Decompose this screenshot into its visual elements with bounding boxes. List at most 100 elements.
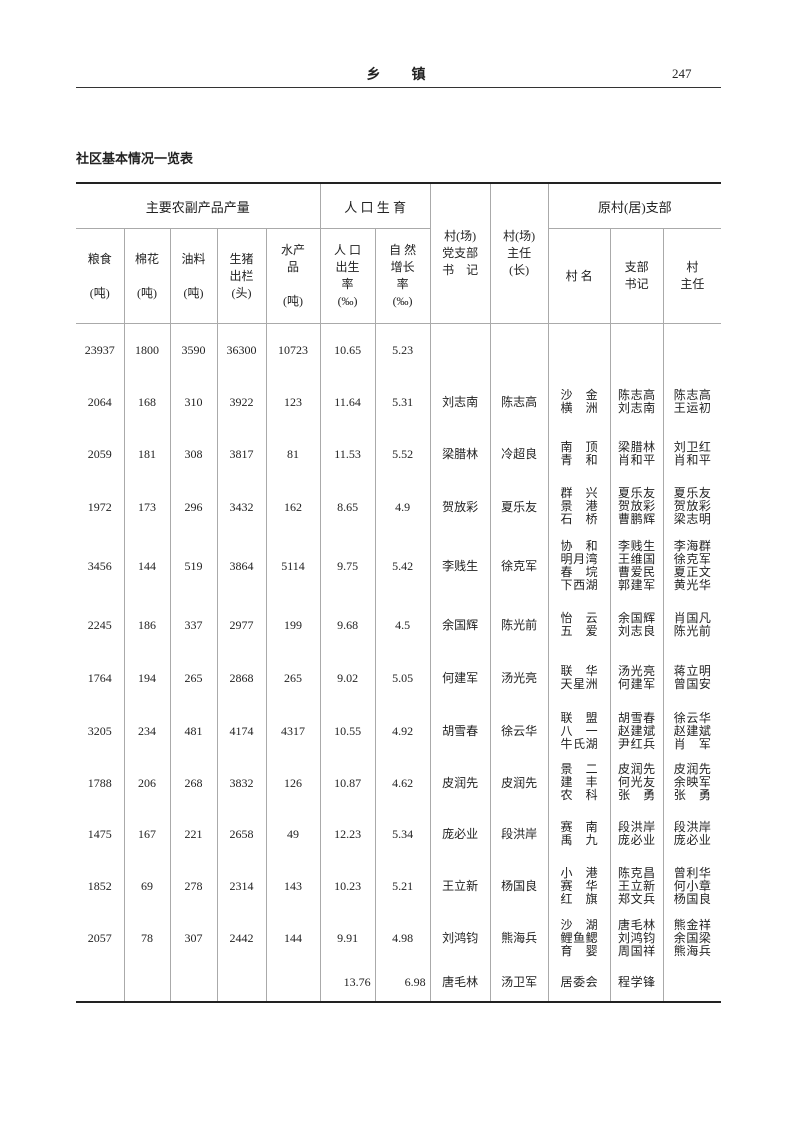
village-name: 怡云 (560, 610, 598, 625)
village-name: 禹九 (560, 832, 598, 847)
cell-director: 夏乐友 (489, 479, 549, 534)
cell-pigs: 2442 (216, 912, 266, 964)
cell-pigs: 2658 (216, 807, 266, 860)
cell-oil: 3590 (169, 323, 217, 376)
cell-cotton: 181 (123, 427, 170, 480)
branch-secretary: 陈克昌 (617, 865, 656, 880)
village-name: 五爱 (560, 623, 598, 638)
village-name: 鲤鱼鳃 (560, 930, 598, 945)
cell-birth-rate: 10.87 (319, 757, 376, 808)
cell-grain: 1475 (87, 826, 112, 841)
header-line: 率 (396, 277, 409, 291)
table-row: 3205 234 481 4174 4317 10.55 4.92 胡雪春 徐云华 联盟 八一 牛氏湖… (76, 704, 722, 758)
cell-village-chief: 皮润先 余映军 张勇 (662, 757, 722, 808)
cell-cotton: 234 (123, 704, 170, 758)
village-chief: 赵建斌 (673, 723, 711, 738)
cell-village-name: 协和 明月湾 春垸 下西湖 (547, 533, 611, 598)
cell-village-name: 小港 赛华 红旗 (547, 859, 611, 913)
cell-cotton: 1800 (123, 323, 170, 376)
village-name: 下西湖 (560, 577, 598, 592)
cell-grain: 2064 (87, 394, 112, 409)
cell-oil: 268 (169, 757, 217, 808)
village-chief: 夏正文 (673, 564, 711, 579)
header-line: 品 (287, 260, 300, 274)
header-line: 增长 (390, 260, 415, 274)
table-row: 1972 173 296 3432 162 8.65 4.9 贺放彩 夏乐友 群兴 景港 石桥 夏乐友贺… (76, 479, 722, 534)
cell-secretary (429, 323, 491, 376)
cell-secretary: 王立新 (429, 859, 491, 913)
village-name: 联盟 (560, 710, 598, 725)
header-line: 党支部 (442, 246, 479, 260)
cell-cotton: 69 (123, 859, 170, 913)
cell-branch-secretary: 余国辉 刘志良 (609, 597, 664, 652)
branch-secretary: 程学锋 (617, 974, 656, 989)
village-name: 居委会 (560, 974, 598, 989)
cell-growth-rate: 5.31 (374, 375, 431, 428)
cell-secretary: 梁腊林 (429, 427, 491, 480)
village-name: 群兴 (560, 486, 598, 500)
branch-secretary: 刘志良 (617, 623, 656, 638)
cell-branch-secretary: 皮润先 何光友 张勇 (609, 757, 664, 808)
cell-oil: 265 (169, 651, 217, 705)
cell-grain: 1788 (87, 775, 112, 790)
cell-pigs: 3864 (216, 533, 266, 598)
cell-village-chief: 徐云华 赵建斌 肖军 (662, 704, 722, 758)
cell-oil: 337 (169, 597, 217, 652)
village-chief: 庞必业 (673, 832, 711, 847)
cell-cotton (123, 963, 170, 1003)
cell-grain: 3205 (87, 724, 112, 738)
village-chief: 何小章 (673, 878, 711, 893)
header-line: (吨) (183, 285, 204, 300)
cell-aquatic: 199 (265, 597, 321, 652)
cell-birth-rate: 10.23 (319, 859, 376, 913)
cell-village-chief: 夏乐友 贺放彩 梁志明 (662, 479, 722, 534)
cell-village-name: 南顶 青和 (547, 427, 611, 480)
cell-branch-secretary: 程学锋 (609, 963, 664, 1003)
cell-grain: 23937 (84, 342, 115, 357)
header-line: (吨) (283, 294, 304, 308)
cell-village-name: 联华 天星洲 (547, 651, 611, 705)
header-grain: 粮食 (吨) (76, 228, 124, 324)
branch-secretary: 刘志南 (617, 400, 656, 415)
branch-secretary: 肖和平 (617, 452, 656, 467)
header-pigs: 生猪 出栏 (头) (216, 228, 266, 324)
cell-grain (76, 963, 124, 1003)
village-chief: 熊金祥 (673, 917, 711, 932)
cell-growth-rate: 5.23 (374, 323, 431, 376)
branch-secretary: 皮润先 (617, 762, 656, 776)
cell-village-chief: 李海群 徐克军 夏正文 黄光华 (662, 533, 722, 598)
header-line: 书记 (624, 277, 649, 291)
cell-pigs: 2977 (216, 597, 266, 652)
header-line: (长) (509, 263, 530, 277)
village-chief: 陈志高 (673, 387, 711, 402)
cell-growth-rate: 4.62 (374, 757, 431, 808)
branch-secretary: 曹爱民 (617, 564, 656, 579)
cell-cotton: 144 (123, 533, 170, 598)
cell-birth-rate: 10.65 (319, 323, 376, 376)
cell-secretary: 贺放彩 (429, 479, 491, 534)
table-row: 2064 168 310 3922 123 11.64 5.31 刘志南 陈志高 沙金 横洲 陈志高刘… (76, 375, 722, 428)
table-row: 1764 194 265 2868 265 9.02 5.05 何建军 汤光亮 联华 天星洲 汤光亮何… (76, 651, 722, 705)
cell-pigs: 2314 (216, 859, 266, 913)
branch-secretary: 郑文兵 (617, 891, 656, 906)
cell-pigs: 3922 (216, 375, 266, 428)
cell-aquatic: 162 (265, 479, 321, 534)
header-line (171, 268, 217, 285)
cell-village-name: 沙湖 鲤鱼鳃 育婴 (547, 912, 611, 964)
cell-village-chief: 蒋立明 曾国安 (662, 651, 722, 705)
header-line: 粮食 (87, 251, 112, 266)
cell-growth-rate: 5.42 (374, 533, 431, 598)
village-name: 农科 (560, 788, 598, 802)
cell-grain: 2057 (87, 931, 112, 945)
branch-secretary: 赵建斌 (617, 723, 656, 738)
cell-secretary: 唐毛林 (429, 963, 491, 1003)
cell-village-chief (662, 963, 722, 1003)
village-chief: 王运初 (673, 400, 711, 415)
cell-growth-rate: 4.9 (374, 479, 431, 534)
cell-pigs: 36300 (216, 323, 266, 376)
branch-secretary: 周国祥 (617, 943, 656, 958)
village-name: 八一 (560, 723, 598, 738)
table-caption: 社区基本情况一览表 (76, 151, 194, 166)
cell-village-name: 群兴 景港 石桥 (547, 479, 611, 534)
village-name: 石桥 (560, 512, 598, 526)
